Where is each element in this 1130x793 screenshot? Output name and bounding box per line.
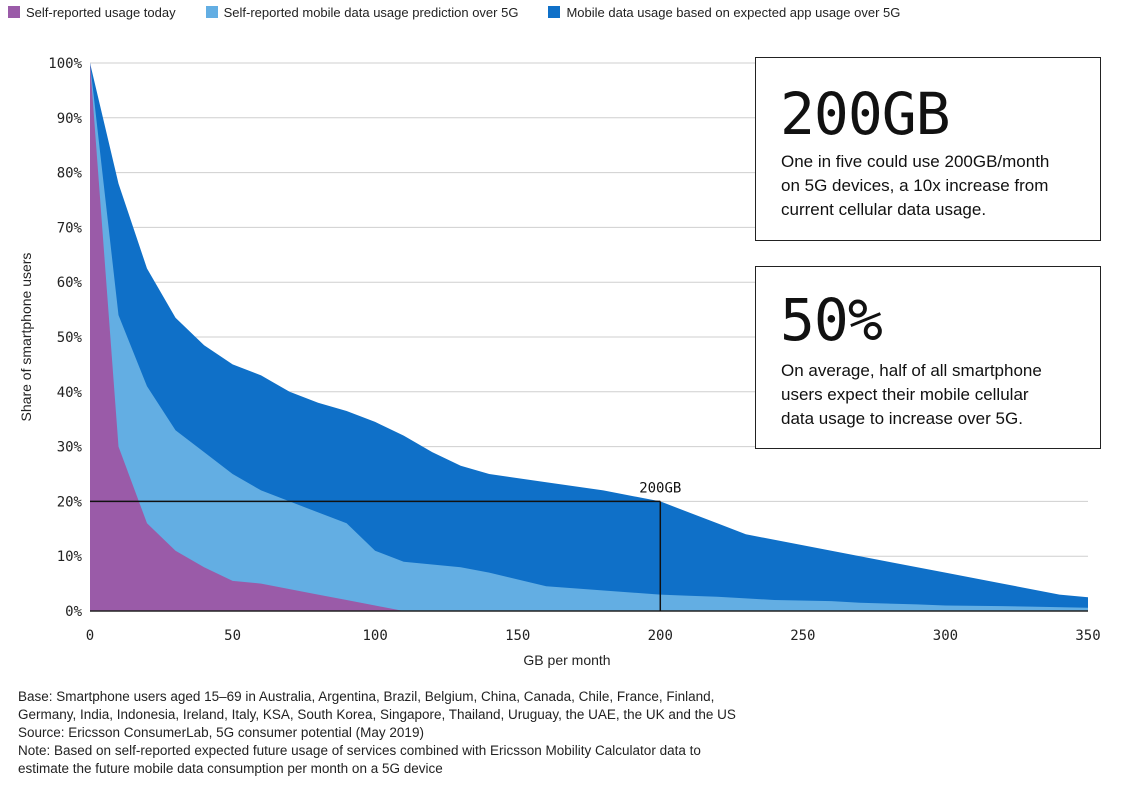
y-tick-label: 70% [57,220,83,236]
callout-50-percent-line: On average, half of all smartphone [781,361,1042,380]
annotation-label-200gb: 200GB [639,480,681,496]
x-tick-label: 100 [362,628,387,644]
footnotes: Base: Smartphone users aged 15–69 in Aus… [18,688,1108,778]
callout-50-percent: 50% On average, half of all smartphone u… [755,266,1101,449]
callout-50-percent-line: users expect their mobile cellular [781,385,1029,404]
callout-50-percent-text: On average, half of all smartphone users… [781,359,1082,431]
y-tick-label: 0% [65,604,82,620]
callout-200gb-line: on 5G devices, a 10x increase from [781,176,1049,195]
y-tick-label: 30% [57,440,83,456]
callout-200gb-line: One in five could use 200GB/month [781,152,1050,171]
callout-200gb-line: current cellular data usage. [781,200,987,219]
area-series-2 [90,63,404,611]
y-tick-label: 80% [57,166,83,182]
legend-swatch-today [8,6,20,18]
legend-item-prediction: Self-reported mobile data usage predicti… [205,4,519,20]
legend-label-prediction: Self-reported mobile data usage predicti… [223,4,519,20]
y-tick-label: 50% [57,330,83,346]
x-tick-label: 250 [790,628,815,644]
x-tick-label: 350 [1075,628,1100,644]
callout-50-percent-value: 50% [780,286,883,354]
legend: Self-reported usage today Self-reported … [8,2,930,22]
y-tick-label: 90% [57,111,83,127]
legend-swatch-prediction [205,6,218,18]
legend-item-app-usage: Mobile data usage based on expected app … [548,5,900,20]
footnote-source: Source: Ericsson ConsumerLab, 5G consume… [18,725,424,740]
legend-label-today: Self-reported usage today [26,4,176,20]
callout-200gb-value: 200GB [780,80,951,148]
y-tick-label: 100% [48,56,82,72]
x-tick-label: 200 [648,628,673,644]
x-tick-label: 300 [933,628,958,644]
x-tick-label: 0 [86,628,94,644]
footnote-note-1: Note: Based on self-reported expected fu… [18,743,701,758]
legend-label-app-usage: Mobile data usage based on expected app … [566,4,901,20]
x-axis-label: GB per month [523,652,610,668]
legend-item-today: Self-reported usage today [8,5,176,20]
x-tick-label: 50 [224,628,241,644]
legend-swatch-app-usage [548,6,561,18]
footnote-base-2: Germany, India, Indonesia, Ireland, Ital… [18,707,736,722]
callout-50-percent-line: data usage to increase over 5G. [781,409,1023,428]
y-tick-label: 20% [57,494,83,510]
area-series-0 [90,63,1088,611]
y-tick-label: 60% [57,275,83,291]
callout-200gb-text: One in five could use 200GB/month on 5G … [781,150,1082,222]
callout-200gb: 200GB One in five could use 200GB/month … [755,57,1101,241]
y-tick-label: 10% [57,549,83,565]
y-axis-label: Share of smartphone users [18,253,34,422]
y-tick-label: 40% [57,385,83,401]
x-tick-label: 150 [505,628,530,644]
footnote-base-1: Base: Smartphone users aged 15–69 in Aus… [18,689,715,704]
area-series-1 [90,63,1088,611]
footnote-note-2: estimate the future mobile data consumpt… [18,761,443,776]
